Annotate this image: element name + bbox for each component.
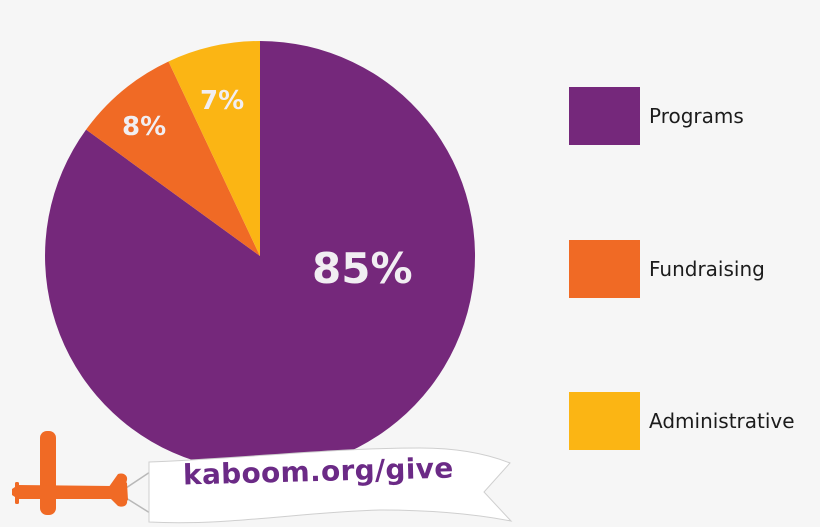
legend-item-administrative: Administrative [569,392,795,450]
legend-swatch-administrative [569,392,640,450]
tow-line-top [125,471,151,489]
airplane-banner [12,431,513,524]
slice-administrative [168,41,260,256]
label-administrative: 7% [200,86,245,116]
legend-swatch-programs [569,87,640,145]
banner-link-text[interactable]: kaboom.org/give [182,451,454,492]
legend-item-programs: Programs [569,87,744,145]
tow-line-bottom [125,497,151,514]
slice-fundraising [86,61,260,256]
legend-item-fundraising: Fundraising [569,240,765,298]
banner-flag [148,447,513,524]
legend-label: Administrative [649,409,795,433]
legend-swatch-fundraising [569,240,640,298]
legend-label: Fundraising [649,257,765,281]
legend-label: Programs [649,104,744,128]
slice-programs [45,41,476,471]
airplane-icon [12,431,128,515]
label-programs: 85% [312,244,413,293]
label-fundraising: 8% [122,112,167,142]
